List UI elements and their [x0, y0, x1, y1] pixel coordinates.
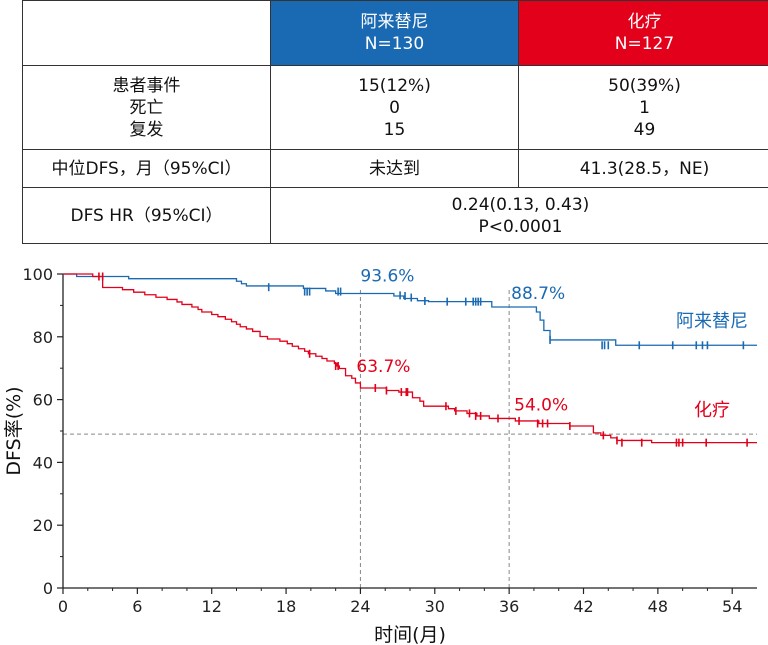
header-blank-cell: [22, 0, 271, 66]
header-row: 阿来替尼 N=130 化疗 N=127: [22, 0, 768, 66]
events-value-a: 15(12%): [358, 75, 431, 96]
median-dfs-row: 中位DFS，月（95%CI） 未达到 41.3(28.5，NE): [22, 149, 768, 188]
x-tick-label: 12: [202, 597, 222, 616]
landmark-value-label: 54.0%: [514, 395, 568, 415]
hr-label: DFS HR（95%CI）: [22, 187, 271, 244]
chemo-n: N=127: [614, 34, 675, 54]
y-tick-label: 60: [33, 391, 53, 410]
x-tick-label: 18: [276, 597, 296, 616]
x-tick-label: 24: [350, 597, 370, 616]
median-dfs-alectinib: 未达到: [270, 149, 519, 188]
death-value-b: 1: [639, 97, 650, 118]
median-dfs-label: 中位DFS，月（95%CI）: [22, 149, 271, 188]
relapse-value-a: 15: [383, 119, 406, 140]
hr-value: 0.24(0.13, 0.43): [451, 194, 590, 215]
events-row: 患者事件 死亡 复发 15(12%) 0 15 50(39%) 1 49: [22, 65, 768, 150]
death-label: 死亡: [129, 97, 164, 118]
header-alectinib: 阿来替尼 N=130: [270, 0, 519, 66]
y-tick-label: 20: [33, 516, 53, 535]
relapse-value-b: 49: [633, 119, 656, 140]
landmark-value-label: 93.6%: [360, 266, 414, 286]
events-labels: 患者事件 死亡 复发: [22, 65, 271, 150]
y-axis-title: DFS率(%): [3, 386, 25, 475]
alectinib-name: 阿来替尼: [360, 12, 429, 32]
y-tick-label: 100: [22, 265, 53, 284]
x-tick-label: 6: [132, 597, 142, 616]
hr-pvalue: P<0.0001: [478, 216, 563, 237]
x-tick-label: 42: [573, 597, 593, 616]
relapse-label: 复发: [129, 119, 164, 140]
chemo-name: 化疗: [627, 12, 662, 32]
y-tick-label: 40: [33, 453, 53, 472]
x-tick-label: 0: [58, 597, 68, 616]
y-tick-label: 80: [33, 328, 53, 347]
events-chemo: 50(39%) 1 49: [518, 65, 768, 150]
km-curve-0: [63, 273, 757, 346]
y-tick-label: 0: [43, 579, 53, 598]
km-curve-1: [63, 273, 757, 444]
results-table: 阿来替尼 N=130 化疗 N=127 患者事件 死亡 复发 15(12%) 0…: [22, 0, 768, 244]
x-tick-label: 36: [499, 597, 519, 616]
x-tick-label: 48: [648, 597, 668, 616]
hr-value-cell: 0.24(0.13, 0.43) P<0.0001: [270, 187, 768, 244]
series-label-0: 阿来替尼: [676, 311, 748, 332]
events-value-b: 50(39%): [608, 75, 681, 96]
events-label: 患者事件: [112, 75, 181, 96]
km-chart: 0 6 12 18 24 30 36 42 48 54 0 20 40 60 80 100 时间(月) DFS率(…: [3, 265, 757, 645]
events-alectinib: 15(12%) 0 15: [270, 65, 519, 150]
x-tick-label: 30: [425, 597, 445, 616]
death-value-a: 0: [389, 97, 400, 118]
x-tick-label: 54: [722, 597, 742, 616]
x-axis-title: 时间(月): [374, 624, 446, 645]
alectinib-n: N=130: [364, 34, 425, 54]
hr-row: DFS HR（95%CI） 0.24(0.13, 0.43) P<0.0001: [22, 187, 768, 244]
header-chemo: 化疗 N=127: [518, 0, 768, 66]
median-dfs-chemo: 41.3(28.5，NE): [518, 149, 768, 188]
landmark-value-label: 88.7%: [511, 284, 565, 304]
landmark-value-label: 63.7%: [356, 357, 410, 377]
series-label-1: 化疗: [694, 400, 730, 421]
